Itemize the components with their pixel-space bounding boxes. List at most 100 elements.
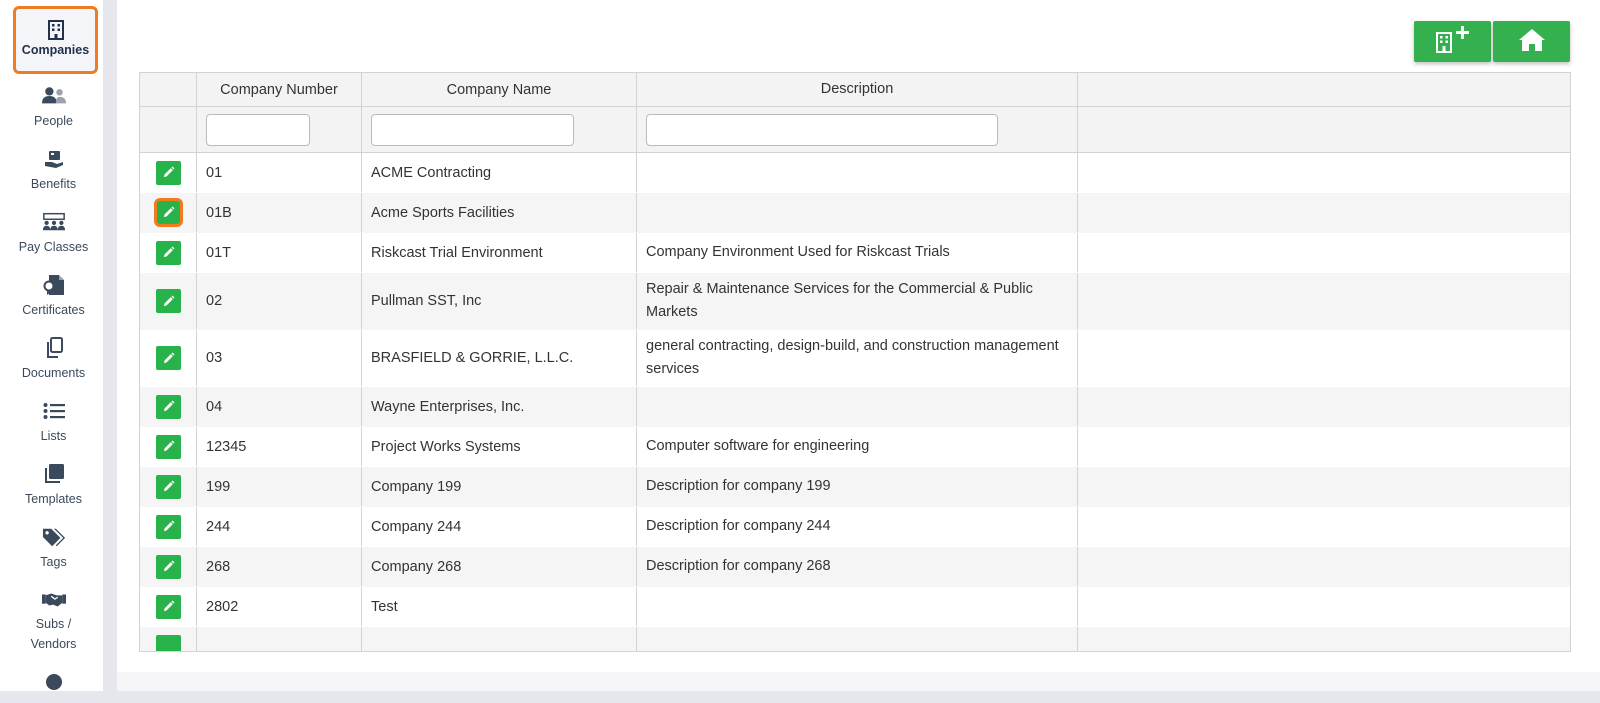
column-header-description[interactable]: Description bbox=[637, 73, 1078, 106]
description-cell: Company Environment Used for Riskcast Tr… bbox=[637, 233, 1078, 272]
column-header-empty bbox=[1078, 73, 1570, 106]
company-name-cell: BRASFIELD & GORRIE, L.L.C. bbox=[362, 330, 637, 386]
sidebar-item-templates[interactable]: Templates bbox=[10, 462, 97, 510]
company-name-cell: Riskcast Trial Environment bbox=[362, 233, 637, 272]
empty-cell bbox=[1078, 627, 1570, 651]
home-button[interactable] bbox=[1493, 21, 1570, 62]
edit-button[interactable] bbox=[155, 240, 181, 265]
pencil-icon bbox=[162, 206, 175, 219]
sidebar-item-lists[interactable]: Lists bbox=[10, 399, 97, 447]
sidebar-item-label-line1: Subs / bbox=[35, 617, 72, 631]
sidebar-item-subs-vendors[interactable]: Subs / Vendors bbox=[10, 588, 97, 654]
company-name-cell: Test bbox=[362, 587, 637, 626]
empty-cell bbox=[1078, 233, 1570, 272]
row-action-cell bbox=[140, 233, 197, 272]
sidebar: Companies People Benefits Pay Classes Ce… bbox=[0, 0, 103, 691]
description-cell bbox=[637, 153, 1078, 192]
empty-cell bbox=[1078, 387, 1570, 426]
sidebar-item-label: Companies bbox=[21, 43, 90, 57]
sidebar-item-people[interactable]: People bbox=[10, 84, 97, 132]
edit-button[interactable] bbox=[155, 289, 181, 313]
sidebar-item-documents[interactable]: Documents bbox=[10, 336, 97, 384]
row-action-cell bbox=[140, 467, 197, 506]
sidebar-item-label: Pay Classes bbox=[18, 240, 89, 254]
pencil-icon bbox=[162, 400, 175, 413]
sidebar-item-label: Lists bbox=[40, 429, 67, 443]
pencil-icon bbox=[162, 560, 175, 573]
sidebar-item-benefits[interactable]: Benefits bbox=[10, 147, 97, 195]
empty-cell bbox=[1078, 273, 1570, 329]
edit-button[interactable] bbox=[155, 554, 181, 579]
table-row: 03 BRASFIELD & GORRIE, L.L.C. general cont… bbox=[140, 330, 1570, 387]
company-number-cell: 2802 bbox=[197, 587, 362, 626]
description-cell: Computer software for engineering bbox=[637, 427, 1078, 466]
edit-button[interactable] bbox=[155, 594, 181, 619]
description-cell: Description for company 268 bbox=[637, 547, 1078, 586]
filter-cell-empty bbox=[1078, 107, 1570, 152]
filter-cell-actions bbox=[140, 107, 197, 152]
sidebar-item-label: Templates bbox=[25, 492, 82, 506]
description-cell bbox=[637, 193, 1078, 232]
pencil-icon bbox=[162, 480, 175, 493]
row-action-cell bbox=[140, 153, 197, 192]
edit-button[interactable] bbox=[155, 474, 181, 499]
company-number-cell: 04 bbox=[197, 387, 362, 426]
table-row: 2802 Test bbox=[140, 587, 1570, 627]
column-header-company-number[interactable]: Company Number bbox=[197, 73, 362, 106]
edit-button[interactable] bbox=[155, 394, 181, 419]
column-header-company-name[interactable]: Company Name bbox=[362, 73, 637, 106]
edit-button[interactable] bbox=[155, 160, 181, 185]
edit-button[interactable] bbox=[155, 434, 181, 459]
edit-button[interactable] bbox=[153, 198, 183, 227]
company-name-cell: Company 199 bbox=[362, 467, 637, 506]
people-icon bbox=[41, 84, 66, 108]
sidebar-item-label: Benefits bbox=[30, 177, 77, 191]
company-name-filter-input[interactable] bbox=[371, 113, 574, 146]
edit-button[interactable] bbox=[155, 346, 181, 370]
sidebar-item-certificates[interactable]: Certificates bbox=[10, 273, 97, 321]
empty-cell bbox=[1078, 427, 1570, 466]
row-action-cell bbox=[140, 587, 197, 626]
certificate-icon bbox=[42, 273, 66, 297]
pencil-icon bbox=[162, 520, 175, 533]
description-cell bbox=[637, 387, 1078, 426]
table-body: 01 ACME Contracting 01B Acme Sports Facilit… bbox=[140, 153, 1570, 651]
description-cell bbox=[637, 627, 1078, 651]
description-filter-input[interactable] bbox=[646, 113, 998, 146]
company-number-filter-input[interactable] bbox=[206, 113, 310, 146]
pie-chart-icon bbox=[42, 670, 66, 691]
edit-button[interactable] bbox=[155, 514, 181, 539]
sidebar-item-companies[interactable]: Companies bbox=[13, 6, 98, 74]
empty-cell bbox=[1078, 547, 1570, 586]
row-action-cell bbox=[140, 507, 197, 546]
row-action-cell bbox=[140, 627, 197, 651]
sidebar-item-label-line2: Vendors bbox=[30, 637, 77, 651]
company-number-cell: 268 bbox=[197, 547, 362, 586]
company-number-cell: 02 bbox=[197, 273, 362, 329]
pencil-icon bbox=[162, 351, 175, 365]
sidebar-item-more[interactable] bbox=[10, 670, 97, 691]
filter-cell-name bbox=[362, 107, 637, 152]
add-company-icon bbox=[1431, 25, 1475, 58]
sidebar-item-tags[interactable]: Tags bbox=[10, 525, 97, 573]
sidebar-item-pay-classes[interactable]: Pay Classes bbox=[10, 210, 97, 258]
edit-button[interactable] bbox=[155, 635, 181, 651]
empty-cell bbox=[1078, 193, 1570, 232]
empty-cell bbox=[1078, 587, 1570, 626]
table-row: 01 ACME Contracting bbox=[140, 153, 1570, 193]
table-row-partial bbox=[140, 627, 1570, 651]
empty-cell bbox=[1078, 153, 1570, 192]
table-row: 12345 Project Works Systems Computer softw… bbox=[140, 427, 1570, 467]
company-name-cell bbox=[362, 627, 637, 651]
add-company-button[interactable] bbox=[1414, 21, 1491, 62]
table-row: 04 Wayne Enterprises, Inc. bbox=[140, 387, 1570, 427]
table-filter-row bbox=[140, 107, 1570, 153]
description-cell: general contracting, design-build, and c… bbox=[637, 330, 1078, 386]
column-header-actions bbox=[140, 73, 197, 106]
filter-cell-description bbox=[637, 107, 1078, 152]
company-name-cell: Wayne Enterprises, Inc. bbox=[362, 387, 637, 426]
table-row: 268 Company 268 Description for company 26… bbox=[140, 547, 1570, 587]
pencil-icon bbox=[162, 440, 175, 453]
row-action-cell bbox=[140, 387, 197, 426]
table-row: 199 Company 199 Description for company 19… bbox=[140, 467, 1570, 507]
